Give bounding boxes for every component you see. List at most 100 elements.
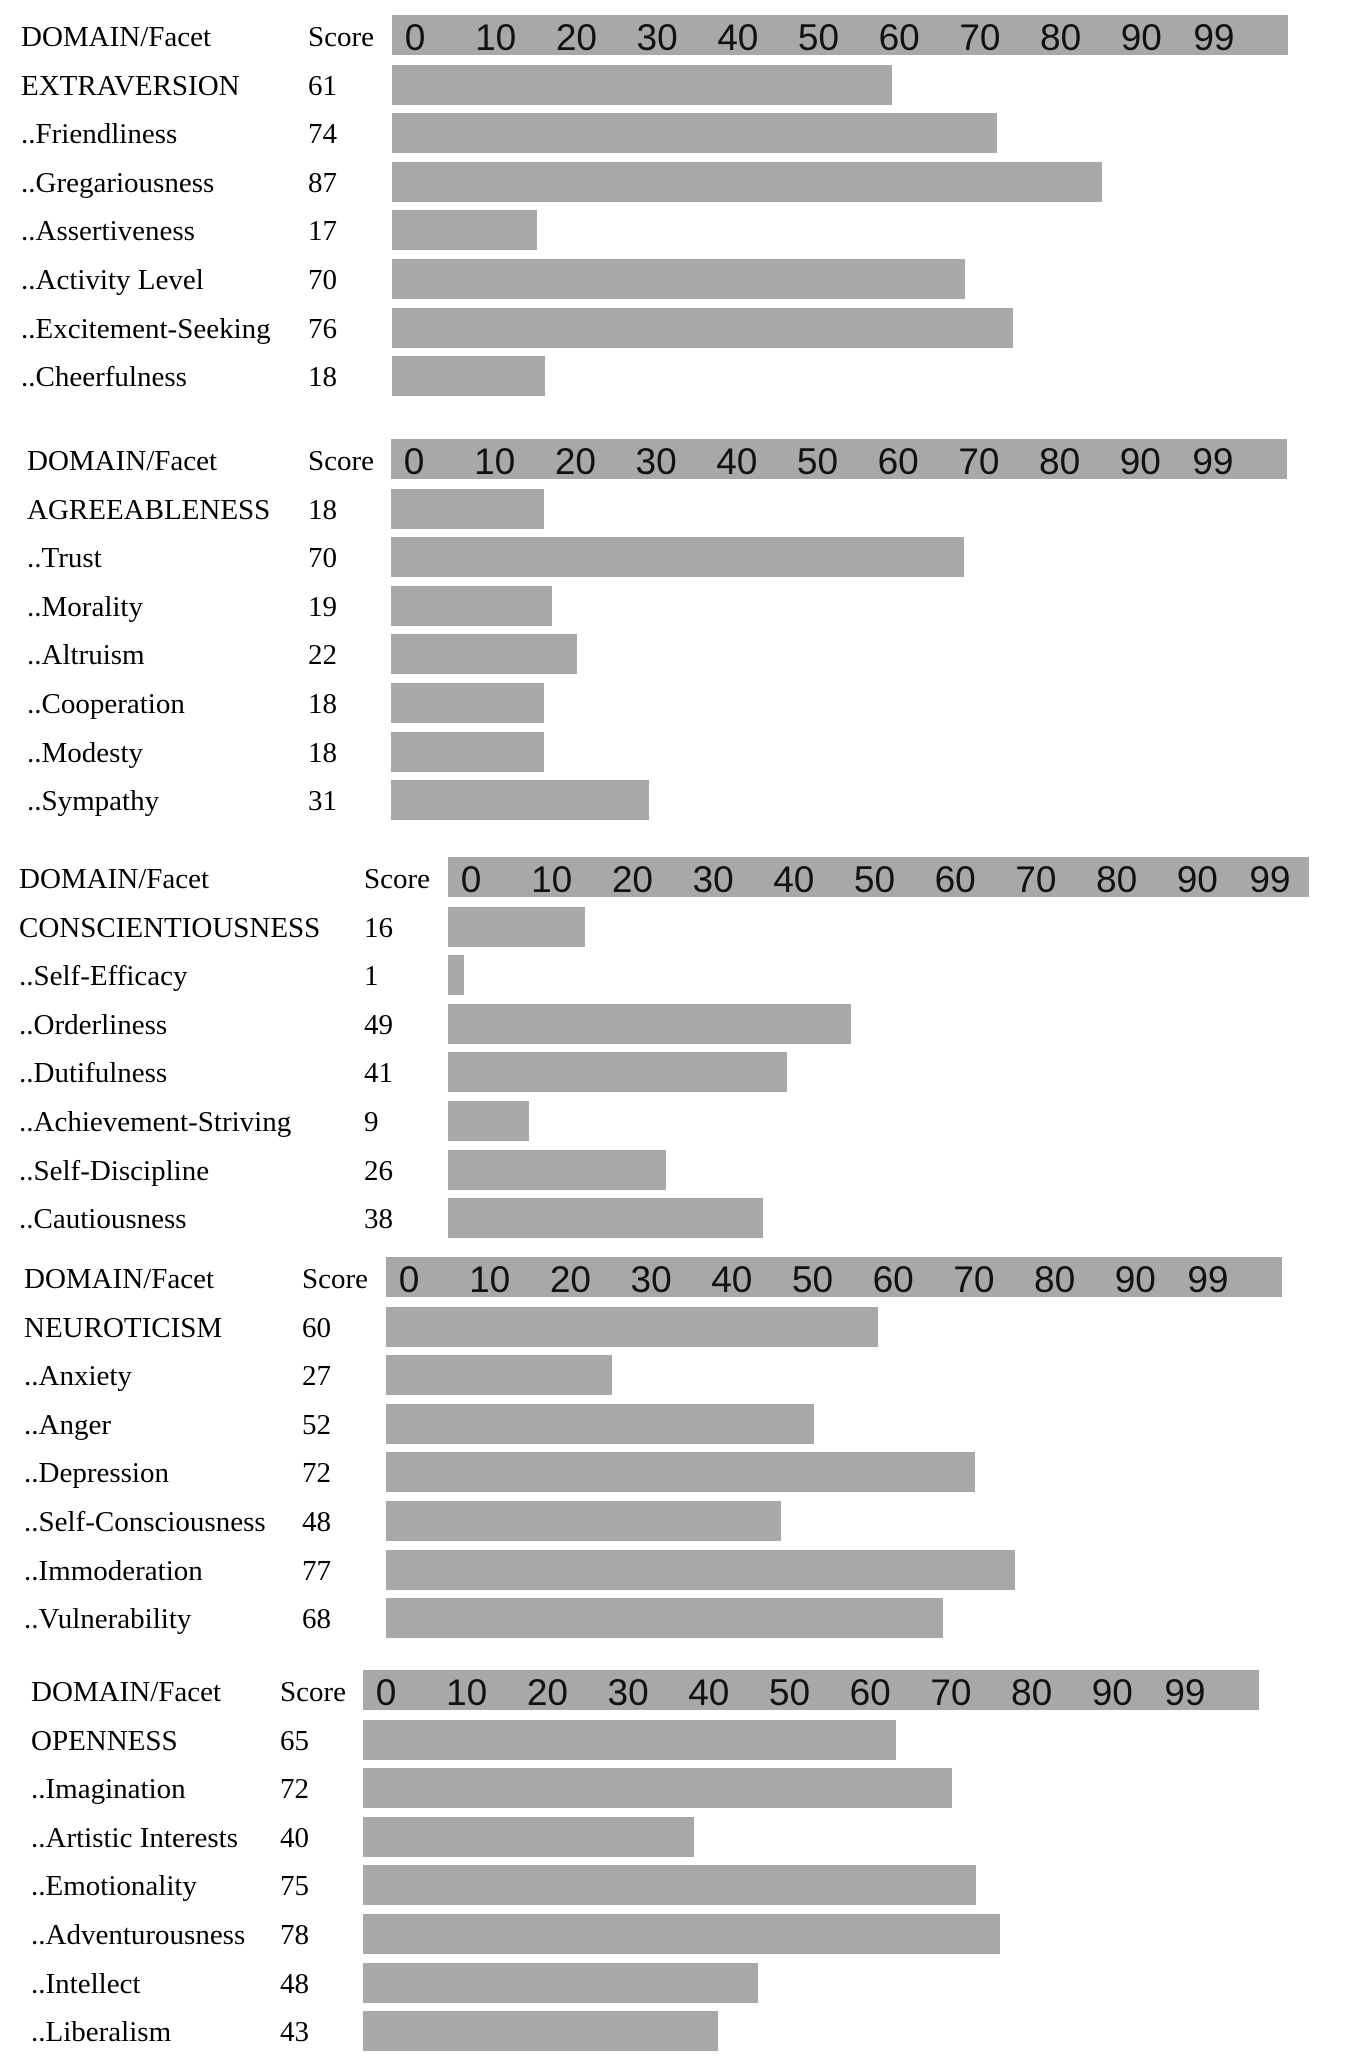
facet-row: ..Liberalism 43: [0, 2008, 1358, 2056]
domain-label: CONSCIENTIOUSNESS: [19, 911, 321, 944]
header-score-label: Score: [302, 1263, 369, 1295]
facet-row: ..Friendliness 74: [0, 110, 1358, 158]
domain-row: CONSCIENTIOUSNESS 16: [0, 904, 1358, 952]
facet-row: ..Self-Consciousness 48: [0, 1498, 1358, 1546]
tick-label: 80: [1011, 1672, 1053, 1713]
score-bar: [448, 1198, 763, 1239]
facet-row: ..Dutifulness 41: [0, 1049, 1358, 1097]
facet-row: ..Modesty 18: [0, 729, 1358, 777]
score-value: 72: [280, 1773, 309, 1806]
scale-bar: 0 10 20 30 40 50 60 70 80 90 99: [391, 439, 1287, 482]
tick-label: 20: [611, 859, 653, 900]
domain-label: NEUROTICISM: [24, 1311, 223, 1344]
tick-label: 90: [1120, 17, 1162, 58]
score-bar: [391, 537, 964, 578]
facet-row: ..Cautiousness 38: [0, 1195, 1358, 1243]
domain-label: EXTRAVERSION: [21, 69, 240, 102]
tick-label: 99: [1249, 859, 1291, 900]
score-value: 31: [308, 785, 337, 818]
tick-label: 60: [877, 441, 919, 482]
facet-label: ..Morality: [27, 590, 143, 623]
tick-label: 70: [953, 1259, 995, 1300]
tick-label: 70: [959, 17, 1001, 58]
header-label: DOMAIN/Facet: [31, 1676, 222, 1708]
facet-row: ..Anxiety 27: [0, 1352, 1358, 1400]
tick-label: 60: [934, 859, 976, 900]
tick-label: 70: [958, 441, 1000, 482]
header-score-label: Score: [308, 445, 375, 477]
facet-label: ..Modesty: [27, 736, 143, 769]
facet-label: ..Anxiety: [24, 1360, 132, 1393]
facet-label: ..Imagination: [31, 1773, 186, 1806]
tick-label: 20: [526, 1672, 568, 1713]
facet-row: ..Gregariousness 87: [0, 159, 1358, 207]
domain-label: AGREEABLENESS: [27, 493, 271, 526]
tick-label: 20: [549, 1259, 591, 1300]
facet-row: ..Immoderation 77: [0, 1547, 1358, 1595]
facet-label: ..Immoderation: [24, 1554, 203, 1587]
score-bar: [392, 64, 893, 105]
header-score-label: Score: [308, 21, 375, 53]
score-value: 77: [302, 1554, 331, 1587]
tick-label: 30: [692, 859, 734, 900]
score-bar: [386, 1403, 814, 1444]
facet-row: ..Trust 70: [0, 534, 1358, 582]
score-bar: [386, 1355, 612, 1396]
tick-label: 99: [1192, 441, 1234, 482]
facet-row: ..Artistic Interests 40: [0, 1814, 1358, 1862]
score-value: 52: [302, 1408, 331, 1441]
facet-label: ..Artistic Interests: [31, 1821, 238, 1854]
score-bar: [391, 585, 553, 626]
domain-label: OPENNESS: [31, 1724, 178, 1757]
score-value: 43: [280, 2016, 309, 2049]
facet-label: ..Intellect: [31, 1967, 141, 2000]
facet-row: ..Vulnerability 68: [0, 1595, 1358, 1643]
tick-label: 40: [716, 441, 758, 482]
score-value: 61: [308, 69, 337, 102]
domain-row: NEUROTICISM 60: [0, 1304, 1358, 1352]
score-value: 9: [364, 1106, 379, 1138]
score-bar: [448, 906, 586, 947]
tick-label: 50: [791, 1259, 834, 1300]
tick-label: 50: [797, 17, 840, 58]
header-row: DOMAIN/Facet Score 0 10 20 30 40 50 60 70 80 90 99: [0, 1668, 1358, 1716]
facet-row: ..Adventurousness 78: [0, 1911, 1358, 1959]
tick-label: 40: [717, 17, 759, 58]
score-bar: [392, 210, 538, 251]
tick-label: 90: [1119, 441, 1161, 482]
facet-label: ..Self-Discipline: [19, 1154, 210, 1187]
tick-label: 90: [1176, 859, 1218, 900]
score-bar: [448, 1149, 666, 1190]
domain-chart: DOMAIN/Facet Score 0 10 20 30 40 50 60 70 80 90 99 OP…: [0, 1668, 1358, 2057]
facet-label: ..Activity Level: [21, 264, 204, 296]
tick-label: 0: [460, 859, 482, 900]
header-row: DOMAIN/Facet Score 0 10 20 30 40 50 60 70 80 90 99: [0, 1255, 1358, 1303]
facet-row: ..Self-Efficacy 1: [0, 952, 1358, 1000]
tick-label: 0: [403, 441, 425, 482]
score-bar: [392, 161, 1103, 202]
facet-label: ..Cooperation: [27, 688, 185, 720]
score-value: 41: [364, 1057, 393, 1090]
score-value: 18: [308, 493, 337, 526]
tick-label: 80: [1039, 441, 1081, 482]
score-value: 19: [308, 590, 337, 623]
facet-row: ..Sympathy 31: [0, 777, 1358, 825]
tick-label: 10: [531, 859, 573, 900]
tick-label: 70: [930, 1672, 972, 1713]
facet-label: ..Liberalism: [31, 2016, 172, 2049]
score-value: 1: [364, 960, 379, 993]
tick-label: 99: [1164, 1672, 1206, 1713]
facet-label: ..Assertiveness: [21, 215, 195, 248]
tick-label: 0: [398, 1259, 420, 1300]
score-bar: [391, 634, 577, 675]
facet-label: ..Vulnerability: [24, 1603, 192, 1636]
facet-label: ..Depression: [24, 1457, 169, 1490]
score-value: 27: [302, 1360, 331, 1393]
tick-label: 10: [475, 17, 517, 58]
score-bar: [363, 1816, 694, 1857]
facet-label: ..Achievement-Striving: [19, 1106, 292, 1138]
score-bar: [448, 1052, 787, 1093]
score-bar: [391, 683, 545, 723]
facet-row: ..Assertiveness 17: [0, 207, 1358, 255]
score-bar: [386, 1549, 1016, 1590]
